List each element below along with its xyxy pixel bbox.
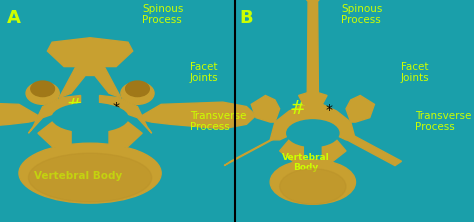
Ellipse shape — [52, 103, 128, 132]
Text: Transverse
Process: Transverse Process — [190, 111, 246, 132]
Polygon shape — [322, 140, 346, 162]
Text: Facet
Joints: Facet Joints — [190, 62, 218, 83]
Polygon shape — [251, 95, 280, 122]
Polygon shape — [142, 102, 256, 129]
Ellipse shape — [26, 82, 59, 104]
Text: Facet
Joints: Facet Joints — [401, 62, 429, 83]
Text: B: B — [239, 9, 253, 27]
Ellipse shape — [31, 81, 55, 97]
Polygon shape — [280, 140, 303, 162]
Text: Spinous
Process: Spinous Process — [142, 4, 183, 25]
Text: *: * — [113, 101, 119, 115]
Text: #: # — [65, 97, 82, 116]
Ellipse shape — [126, 81, 149, 97]
Text: Transverse
Process: Transverse Process — [415, 111, 471, 132]
Polygon shape — [0, 102, 38, 129]
Text: Vertebral Body: Vertebral Body — [34, 171, 122, 181]
Polygon shape — [28, 95, 81, 133]
Polygon shape — [224, 133, 283, 166]
Polygon shape — [346, 95, 374, 122]
Ellipse shape — [19, 143, 161, 203]
Polygon shape — [299, 91, 327, 104]
Polygon shape — [307, 0, 319, 104]
Text: A: A — [7, 9, 21, 27]
Text: *: * — [326, 103, 333, 117]
Polygon shape — [109, 122, 142, 147]
Ellipse shape — [121, 82, 154, 104]
Ellipse shape — [28, 153, 152, 202]
Ellipse shape — [307, 0, 319, 2]
Polygon shape — [343, 133, 401, 166]
Ellipse shape — [287, 120, 339, 147]
Ellipse shape — [280, 169, 346, 204]
Polygon shape — [38, 122, 71, 147]
Text: Spinous
Process: Spinous Process — [341, 4, 383, 25]
Polygon shape — [100, 95, 152, 133]
Polygon shape — [47, 38, 133, 67]
Polygon shape — [59, 56, 121, 98]
Text: #: # — [290, 99, 306, 118]
Polygon shape — [270, 104, 356, 140]
Text: Vertebral
Body: Vertebral Body — [282, 153, 329, 172]
Ellipse shape — [270, 160, 356, 204]
